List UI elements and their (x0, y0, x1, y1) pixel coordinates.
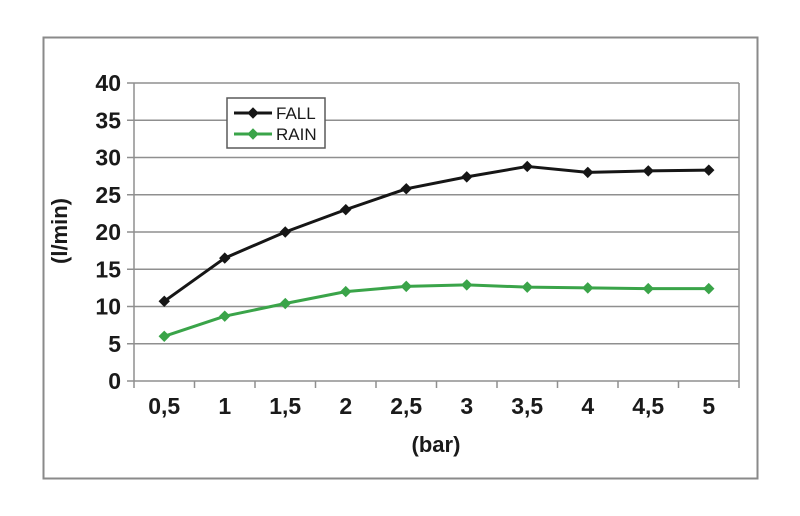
x-tick-label-1: 1 (218, 393, 231, 419)
series-marker-rain-1 (219, 310, 231, 322)
series-marker-fall-9 (703, 164, 715, 176)
x-tick-label-6: 3,5 (511, 393, 543, 419)
x-tick-label-3: 2 (339, 393, 352, 419)
x-tick-label-5: 3 (460, 393, 473, 419)
series-marker-rain-0 (158, 330, 170, 343)
x-tick-label-7: 4 (581, 393, 594, 419)
series-marker-rain-5 (461, 279, 473, 291)
y-tick-label-15: 15 (95, 256, 121, 282)
legend-label-fall: FALL (276, 104, 316, 123)
series-marker-rain-4 (400, 280, 412, 293)
series-marker-fall-0 (158, 295, 170, 307)
series-marker-rain-9 (703, 282, 715, 295)
x-tick-label-8: 4,5 (632, 393, 664, 419)
y-tick-label-20: 20 (95, 219, 121, 245)
x-axis-title: (bar) (412, 432, 461, 457)
series-marker-fall-5 (461, 171, 473, 183)
series-marker-fall-2 (279, 226, 291, 238)
y-tick-label-0: 0 (108, 368, 121, 394)
series-marker-fall-4 (400, 183, 412, 195)
y-tick-label-30: 30 (95, 145, 121, 171)
series-marker-fall-6 (521, 160, 533, 173)
y-tick-label-25: 25 (95, 182, 121, 208)
chart-plot-area: 0 5 10 15 20 25 30 35 40 0,5 1 1,5 2 2,5 3 3,5 4 4,5 5 FALL… (95, 70, 740, 419)
legend-label-rain: RAIN (276, 125, 317, 144)
legend-box (226, 97, 326, 149)
y-tick-label-35: 35 (95, 107, 121, 133)
x-tick-label-9: 5 (702, 393, 715, 419)
series-line-fall (163, 164, 709, 303)
y-tick-label-40: 40 (95, 70, 121, 96)
series-marker-fall-8 (642, 165, 654, 177)
legend-marker-fall (247, 107, 259, 119)
x-tick-label-2: 1,5 (269, 393, 301, 419)
x-tick-label-0: 0,5 (148, 393, 180, 419)
legend-marker-rain (247, 128, 259, 140)
series-marker-rain-8 (642, 282, 654, 295)
y-tick-label-10: 10 (95, 294, 121, 320)
y-tick-label-5: 5 (108, 331, 121, 357)
y-axis-title: (l/min) (47, 198, 72, 264)
series-marker-rain-6 (521, 281, 533, 293)
figure-frame (42, 36, 759, 480)
series-marker-rain-3 (340, 285, 352, 298)
series-marker-fall-7 (582, 166, 594, 179)
series-marker-rain-7 (582, 282, 594, 294)
x-tick-label-4: 2,5 (390, 393, 422, 419)
series-line-rain (163, 283, 709, 338)
series-marker-fall-1 (219, 252, 231, 264)
series-marker-rain-2 (279, 297, 291, 310)
series-marker-fall-3 (340, 203, 352, 216)
